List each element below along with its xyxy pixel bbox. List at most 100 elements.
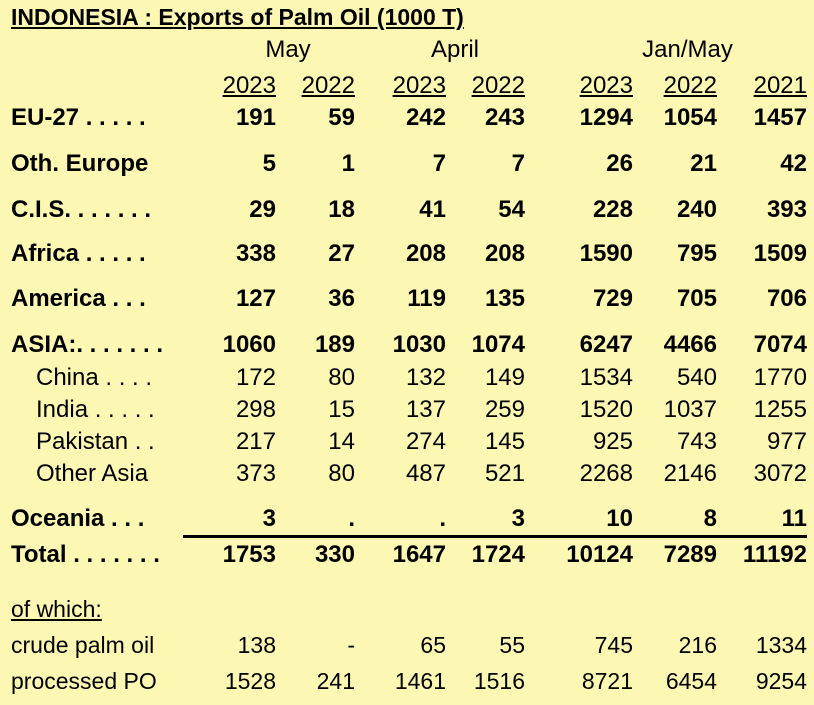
cell-value: 240 [676,196,717,223]
cell-value: 55 [499,632,525,658]
cell-value: 41 [419,196,446,223]
cell-value: 27 [328,240,355,267]
row-label: C.I.S. . . . . . . [11,196,152,223]
cell-value: 137 [405,396,446,423]
cell-value: 6454 [665,668,717,694]
table-title: INDONESIA : Exports of Palm Oil (1000 T) [11,4,464,30]
table-row: Oceania . . . 3.. 3 10 8 11 [0,505,814,535]
cell-value: 11192 [742,541,807,568]
group-header-april: April [430,36,479,63]
cell-value: 1528 [224,668,276,694]
cell-value: 706 [766,285,807,312]
cell-value: 54 [498,196,525,223]
cell-value: 4466 [663,331,717,358]
cell-value: 216 [678,632,717,658]
cell-value: 1060 [222,331,276,358]
cell-value: 132 [405,364,446,391]
row-label: EU-27 . . . . . [11,104,146,131]
table-row: Oth. Europe 5 1 7 7 26 21 42 [0,150,814,180]
cell-value: 743 [676,428,717,455]
row-label: America . . . [11,285,146,312]
cell-value: 1647 [392,541,446,568]
table-row: China . . . . 172 80 132 149 1534 540 1770 [0,364,814,394]
cell-value: 373 [235,460,276,487]
table-row: Total . . . . . . . 1753 330 1647 1724 10124 7… [0,541,814,571]
row-label: China . . . . [36,364,153,391]
cell-value: 521 [484,460,525,487]
cell-value: 8721 [581,668,633,694]
row-label: processed PO [11,668,157,694]
cell-value: 795 [676,240,717,267]
table-row: Pakistan . . 217 14 274 145 925 743 977 [0,428,814,458]
year-header: 2023 [392,72,446,99]
year-header: 2022 [471,72,525,99]
cell-value: 189 [314,331,355,358]
cell-value: 1074 [471,331,525,358]
cell-value: 1457 [753,104,807,131]
year-header: 2023 [222,72,276,99]
cell-value: 5 [262,150,276,177]
cell-value: 80 [328,460,355,487]
cell-value: 1724 [471,541,525,568]
cell-value: 172 [235,364,276,391]
cell-value: 21 [690,150,717,177]
cell-value: 243 [484,104,525,131]
cell-value: 1520 [579,396,633,423]
cell-value: 80 [328,364,355,391]
group-header-jan-may: Jan/May [642,36,733,63]
cell-value: 208 [484,240,525,267]
cell-value: 6247 [579,331,633,358]
cell-value: 242 [405,104,446,131]
cell-value: 1516 [473,668,525,694]
cell-value: 977 [766,428,807,455]
cell-value: 145 [484,428,525,455]
cell-value: 1753 [222,541,276,568]
row-label: India . . . . . [36,396,155,423]
cell-value: 119 [407,285,446,312]
row-label: crude palm oil [11,632,155,658]
cell-value: 298 [235,396,276,423]
cell-value: 3 [511,505,525,532]
cell-value: 149 [484,364,525,391]
cell-value: 127 [235,285,276,312]
of-which-label: of which: [11,596,102,622]
cell-value: 191 [235,104,276,131]
cell-value: 228 [592,196,633,223]
cell-value: 745 [594,632,633,658]
cell-value: 10124 [566,541,633,568]
detail-row: crude palm oil 138 - 65 55 745 216 1334 [0,632,814,662]
cell-value: 8 [703,505,717,532]
cell-value: 14 [328,428,355,455]
cell-value: 540 [676,364,717,391]
cell-value: . [439,505,446,532]
cell-value: 925 [592,428,633,455]
row-label: Oth. Europe [11,150,149,177]
year-header: 2022 [301,72,355,99]
year-header: 2023 [579,72,633,99]
cell-value: 393 [766,196,807,223]
cell-value: 135 [484,285,525,312]
row-label: ASIA:. . . . . . . [11,331,164,358]
cell-value: 259 [484,396,525,423]
cell-value: 705 [676,285,717,312]
table-row: America . . . 127 36 119 135 729 705 706 [0,285,814,315]
cell-value: 10 [606,505,633,532]
cell-value: 3072 [753,460,807,487]
cell-value: 18 [328,196,355,223]
cell-value: 138 [237,632,276,658]
cell-value: 487 [405,460,446,487]
row-label: Total . . . . . . . [11,541,160,568]
cell-value: 1334 [755,632,807,658]
cell-value: 1770 [753,364,807,391]
cell-value: 274 [405,428,446,455]
cell-value: 7 [511,150,525,177]
cell-value: 1255 [753,396,807,423]
cell-value: 1509 [753,240,807,267]
cell-value: 42 [780,150,807,177]
table-row: India . . . . . 298 15 137 259 1520 1037 1255 [0,396,814,426]
total-divider [183,535,807,538]
cell-value: 729 [592,285,633,312]
cell-value: 1294 [579,104,633,131]
row-label: Other Asia [36,460,149,487]
